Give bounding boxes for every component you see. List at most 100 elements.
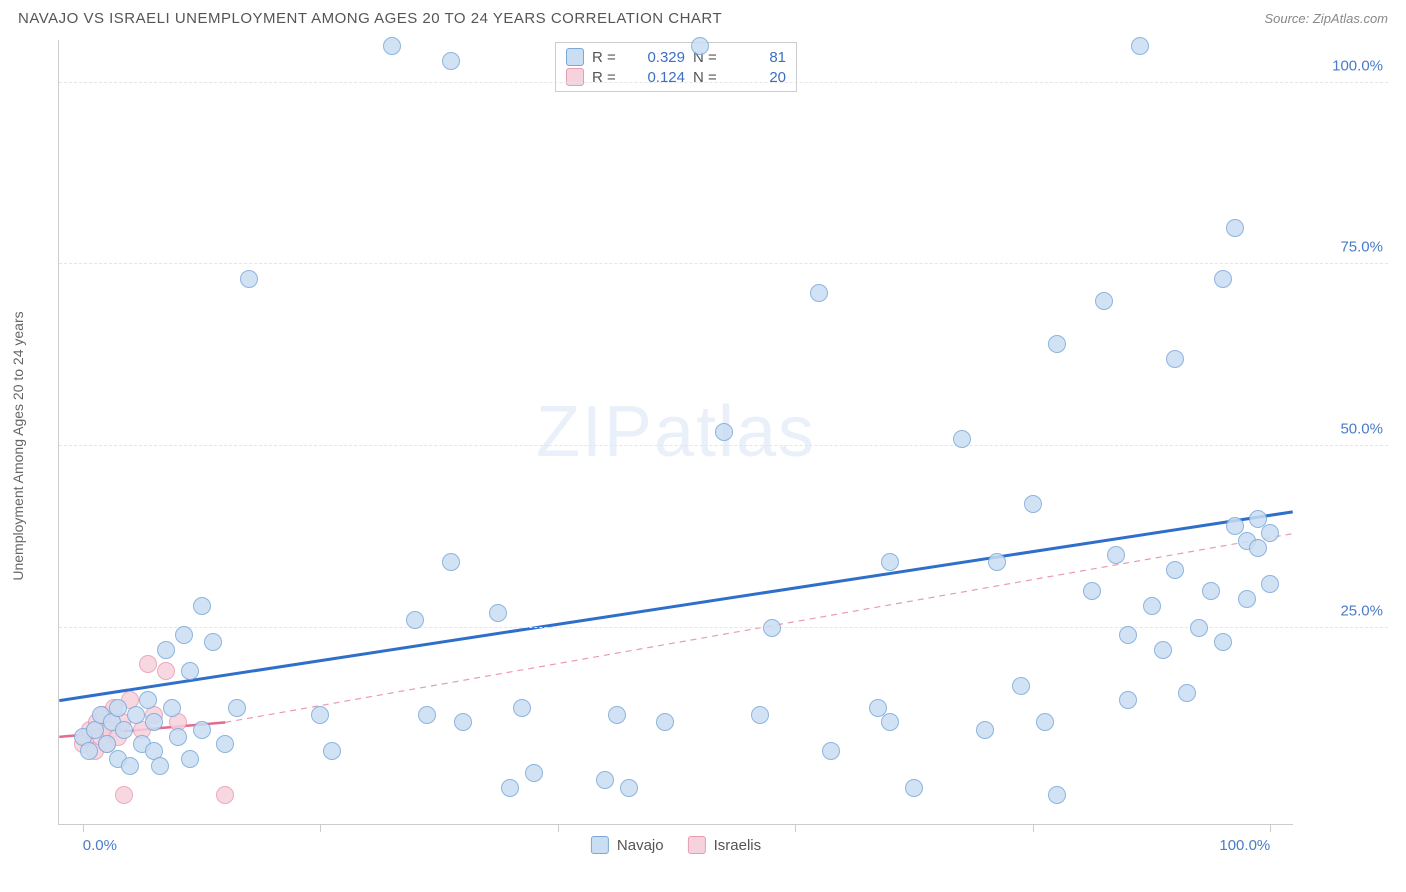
data-point-navajo [1048,786,1066,804]
data-point-navajo [151,757,169,775]
data-point-navajo [240,270,258,288]
y-tick-label: 100.0% [1303,57,1383,74]
data-point-israelis [216,786,234,804]
data-point-navajo [1083,582,1101,600]
chart-container: Unemployment Among Ages 20 to 24 years Z… [58,40,1388,852]
data-point-navajo [1131,37,1149,55]
data-point-navajo [169,728,187,746]
x-tick [1270,824,1271,832]
data-point-navajo [145,713,163,731]
data-point-navajo [1178,684,1196,702]
swatch-navajo [566,48,584,66]
data-point-navajo [1238,590,1256,608]
data-point-navajo [1214,633,1232,651]
x-tick [795,824,796,832]
grid-line [59,82,1388,83]
swatch-navajo [591,836,609,854]
data-point-navajo [139,691,157,709]
data-point-navajo [216,735,234,753]
scatter-plot-area: ZIPatlas R = 0.329 N = 81 R = 0.124 N = … [58,40,1293,825]
data-point-navajo [596,771,614,789]
data-point-navajo [1202,582,1220,600]
data-point-navajo [181,662,199,680]
data-point-navajo [406,611,424,629]
data-point-navajo [323,742,341,760]
n-value-navajo: 81 [731,49,786,66]
watermark-bold: ZIP [536,392,654,472]
data-point-navajo [501,779,519,797]
swatch-israelis [566,68,584,86]
data-point-navajo [691,37,709,55]
data-point-navajo [1119,691,1137,709]
data-point-navajo [881,553,899,571]
data-point-navajo [109,699,127,717]
data-point-navajo [1095,292,1113,310]
legend-item-navajo: Navajo [591,836,664,854]
data-point-navajo [976,721,994,739]
data-point-navajo [1107,546,1125,564]
data-point-navajo [1261,524,1279,542]
correlation-legend: R = 0.329 N = 81 R = 0.124 N = 20 [555,42,797,92]
chart-title: NAVAJO VS ISRAELI UNEMPLOYMENT AMONG AGE… [18,10,722,27]
x-tick [1033,824,1034,832]
y-tick-label: 25.0% [1303,602,1383,619]
data-point-navajo [1190,619,1208,637]
legend-item-israelis: Israelis [688,836,762,854]
n-value-israelis: 20 [731,69,786,86]
x-tick [320,824,321,832]
watermark: ZIPatlas [536,391,816,473]
legend-row-navajo: R = 0.329 N = 81 [566,47,786,67]
data-point-navajo [442,553,460,571]
data-point-navajo [881,713,899,731]
data-point-navajo [1166,350,1184,368]
data-point-navajo [1249,539,1267,557]
legend-row-israelis: R = 0.124 N = 20 [566,67,786,87]
data-point-navajo [311,706,329,724]
data-point-navajo [1214,270,1232,288]
data-point-navajo [1024,495,1042,513]
data-point-israelis [139,655,157,673]
grid-line [59,263,1388,264]
r-value-navajo: 0.329 [630,49,685,66]
data-point-navajo [810,284,828,302]
data-point-navajo [489,604,507,622]
data-point-navajo [953,430,971,448]
legend-label-navajo: Navajo [617,837,664,854]
data-point-navajo [822,742,840,760]
data-point-navajo [1166,561,1184,579]
series-legend: Navajo Israelis [591,836,761,854]
data-point-navajo [454,713,472,731]
data-point-navajo [905,779,923,797]
data-point-navajo [656,713,674,731]
data-point-navajo [157,641,175,659]
data-point-navajo [80,742,98,760]
data-point-navajo [1048,335,1066,353]
data-point-navajo [181,750,199,768]
data-point-navajo [1154,641,1172,659]
source-attribution: Source: ZipAtlas.com [1264,11,1388,26]
grid-line [59,445,1388,446]
data-point-navajo [763,619,781,637]
data-point-navajo [193,597,211,615]
data-point-navajo [513,699,531,717]
data-point-navajo [751,706,769,724]
n-label: N = [693,69,723,86]
data-point-navajo [988,553,1006,571]
watermark-light: atlas [654,392,816,472]
data-point-navajo [442,52,460,70]
y-tick-label: 50.0% [1303,421,1383,438]
grid-line [59,627,1388,628]
data-point-navajo [715,423,733,441]
data-point-navajo [1012,677,1030,695]
data-point-navajo [1261,575,1279,593]
data-point-navajo [1119,626,1137,644]
data-point-navajo [1226,219,1244,237]
data-point-navajo [127,706,145,724]
x-tick-label: 100.0% [1219,837,1270,854]
r-label: R = [592,69,622,86]
r-label: R = [592,49,622,66]
x-tick [558,824,559,832]
x-tick-label: 0.0% [83,837,117,854]
swatch-israelis [688,836,706,854]
data-point-navajo [418,706,436,724]
